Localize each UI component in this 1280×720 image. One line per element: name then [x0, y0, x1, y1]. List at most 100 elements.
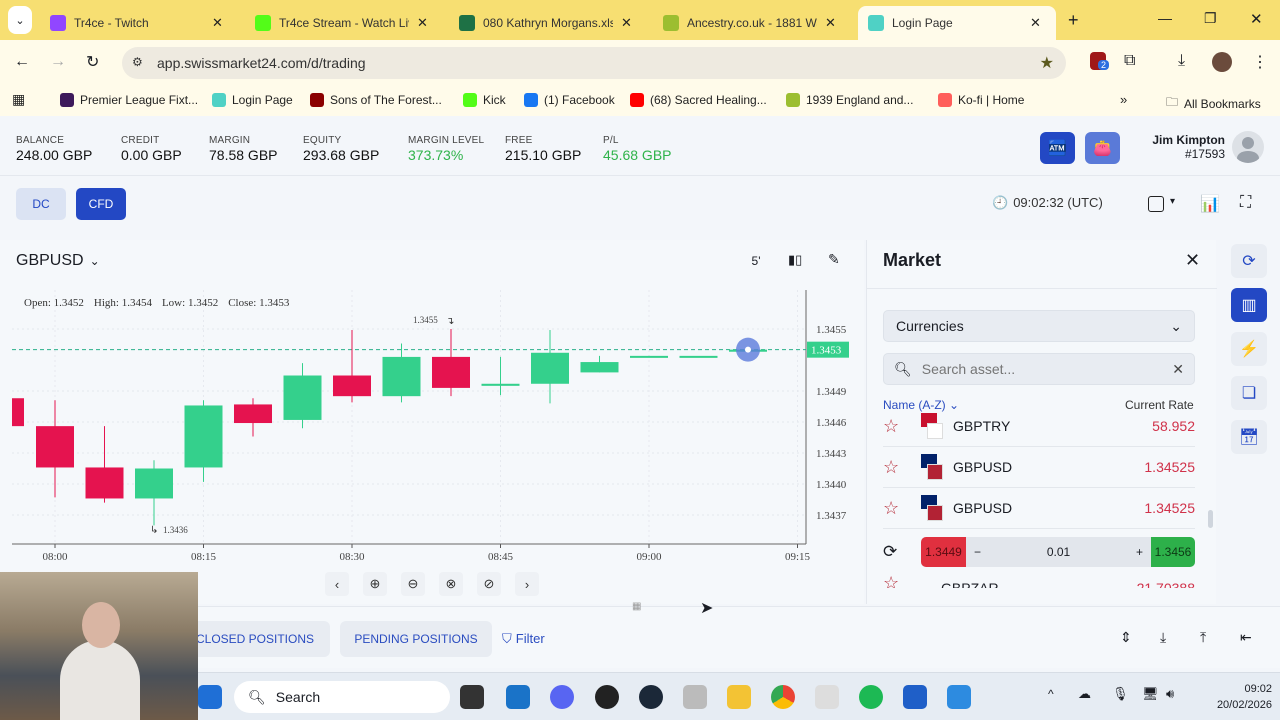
deposit-atm-button[interactable]: 🏧: [1040, 132, 1075, 164]
app-icon[interactable]: [683, 685, 707, 709]
zoom-in-button[interactable]: ⊕: [363, 572, 387, 596]
market-row[interactable]: ☆ GBPUSD 1.34525: [883, 447, 1195, 488]
bookmark-item[interactable]: (68) Sacred Healing...: [630, 93, 767, 107]
all-bookmarks-folder[interactable]: 🗀 All Bookmarks: [1166, 93, 1261, 114]
menu-icon[interactable]: ⋮: [1252, 54, 1268, 71]
maximize-panel-icon[interactable]: ⤒: [1200, 629, 1207, 645]
collapse-icon[interactable]: ⇕: [1120, 629, 1132, 645]
bookmark-item[interactable]: Kick: [463, 93, 506, 107]
market-row[interactable]: ☆ GBPUSD 1.34525: [883, 488, 1195, 529]
restore-button[interactable]: ❐: [1204, 10, 1217, 26]
dc-mode-button[interactable]: DC: [16, 188, 66, 220]
chat-icon[interactable]: ❏: [1231, 376, 1267, 410]
browser-tab[interactable]: Ancestry.co.uk - 1881 Wales✕: [653, 6, 846, 40]
steam-icon[interactable]: [639, 685, 663, 709]
close-tab-icon[interactable]: ✕: [1030, 15, 1041, 30]
dock-left-icon[interactable]: ⇤: [1240, 629, 1252, 645]
bookmark-item[interactable]: Sons of The Forest...: [310, 93, 442, 107]
favorite-star-icon[interactable]: ☆: [883, 456, 900, 477]
add-chart-icon[interactable]: 📊: [1200, 196, 1220, 213]
resize-handle[interactable]: ▦: [632, 601, 642, 612]
swap-tool-icon[interactable]: ⟳: [1231, 244, 1267, 278]
extensions-puzzle-icon[interactable]: ⧉: [1124, 52, 1136, 69]
bookmark-item[interactable]: Login Page: [212, 93, 293, 107]
task-view-icon[interactable]: [460, 685, 484, 709]
download-icon[interactable]: ⤓: [1178, 52, 1186, 69]
start-button[interactable]: [198, 685, 222, 709]
chevron-down-icon[interactable]: ▾: [1170, 196, 1176, 207]
forward-icon[interactable]: →: [50, 53, 66, 70]
snipping-tool-icon[interactable]: [815, 685, 839, 709]
wallet-button[interactable]: 👛: [1085, 132, 1120, 164]
new-tab-button[interactable]: +: [1068, 10, 1079, 30]
chart-scroll-right-button[interactable]: ›: [515, 572, 539, 596]
fullscreen-icon[interactable]: ⛶: [1240, 194, 1252, 211]
photos-icon[interactable]: [947, 685, 971, 709]
bookmark-item[interactable]: Ko-fi | Home: [938, 93, 1024, 107]
browser-tab-active[interactable]: Login Page ✕: [858, 6, 1056, 40]
filter-button[interactable]: ⛉ Filter: [502, 631, 545, 646]
browser-tab[interactable]: 080 Kathryn Morgans.xlsx ✕: [449, 6, 642, 40]
user-avatar[interactable]: [1232, 131, 1264, 163]
site-info-icon[interactable]: ⚙: [132, 55, 143, 69]
sell-button[interactable]: 1.3449: [921, 537, 966, 567]
bookmark-item[interactable]: (1) Facebook: [524, 93, 615, 107]
favorite-star-icon[interactable]: ☆: [883, 497, 900, 518]
increase-qty-button[interactable]: +: [1135, 545, 1143, 559]
apps-grid-icon[interactable]: ▦: [12, 91, 26, 107]
market-chart-icon[interactable]: ▥: [1231, 288, 1267, 322]
timeframe-button[interactable]: 5': [751, 254, 761, 268]
calendar-icon[interactable]: 📅︎: [1231, 420, 1267, 454]
browser-tab[interactable]: Tr4ce - Twitch ✕: [40, 6, 233, 40]
buy-button[interactable]: 1.3456: [1151, 537, 1195, 567]
spotify-icon[interactable]: [859, 685, 883, 709]
close-tab-icon[interactable]: ✕: [417, 15, 428, 30]
user-info[interactable]: Jim Kimpton #17593: [1152, 133, 1225, 161]
url-bar[interactable]: ⚙ app.swissmarket24.com/d/trading ★: [122, 47, 1066, 79]
sort-name-button[interactable]: Name (A-Z) ⌄: [883, 398, 960, 412]
quantity-value[interactable]: 0.01: [1046, 545, 1071, 559]
market-row[interactable]: ☆ GBPTRY 58.952: [883, 406, 1195, 447]
profile-avatar[interactable]: [1212, 52, 1232, 72]
clear-search-icon[interactable]: ✕: [1172, 360, 1184, 377]
reload-icon[interactable]: ↻: [86, 54, 100, 71]
close-tab-icon[interactable]: ✕: [825, 15, 836, 30]
drawing-tool-icon[interactable]: ✎: [828, 251, 840, 267]
bookmark-item[interactable]: Premier League Fixt...: [60, 93, 198, 107]
extension-icon[interactable]: 2: [1090, 52, 1110, 70]
obs-icon[interactable]: [595, 685, 619, 709]
bookmark-item[interactable]: 1939 England and...: [786, 93, 913, 107]
zoom-fit-button[interactable]: ⊘: [477, 572, 501, 596]
bookmark-star-icon[interactable]: ★: [1039, 55, 1054, 72]
tab-search-chevron-icon[interactable]: ⌄: [8, 6, 32, 34]
search-asset-field[interactable]: 🔍︎ ✕: [883, 353, 1195, 385]
category-dropdown[interactable]: Currencies ⌄: [883, 310, 1195, 342]
chrome-icon[interactable]: [771, 685, 795, 709]
search-asset-input[interactable]: [921, 361, 1162, 377]
taskbar-clock[interactable]: 09:02 20/02/2026: [1216, 683, 1272, 711]
close-tab-icon[interactable]: ✕: [212, 15, 223, 30]
market-scrollbar[interactable]: [1208, 510, 1213, 528]
volume-icon[interactable]: 🔊︎: [1166, 686, 1175, 701]
cloud-icon[interactable]: ☁: [1078, 686, 1091, 701]
swap-icon[interactable]: ⟳: [883, 542, 898, 561]
file-explorer-icon[interactable]: [727, 685, 751, 709]
back-icon[interactable]: ←: [14, 53, 30, 70]
zoom-reset-button[interactable]: ⊗: [439, 572, 463, 596]
market-row-partial[interactable]: ☆ GBPZAR 21.70388: [883, 576, 1195, 588]
tray-chevron-icon[interactable]: ^: [1048, 687, 1054, 701]
minimize-button[interactable]: —: [1158, 10, 1172, 26]
closed-positions-tab[interactable]: CLOSED POSITIONS: [180, 621, 330, 657]
close-tab-icon[interactable]: ✕: [621, 15, 632, 30]
favorite-star-icon[interactable]: ☆: [883, 415, 900, 436]
candlestick-chart[interactable]: 1.3455 1.3449 1.3446 1.3443 1.3440 1.3437 08:0…: [0, 290, 864, 570]
outlook-icon[interactable]: [506, 685, 530, 709]
favorite-star-icon[interactable]: ☆: [883, 576, 900, 588]
minimize-panel-icon[interactable]: ⤓: [1160, 629, 1167, 645]
chart-scroll-left-button[interactable]: ‹: [325, 572, 349, 596]
zoom-out-button[interactable]: ⊖: [401, 572, 425, 596]
candlestick-type-icon[interactable]: ▮▯: [788, 252, 803, 267]
more-bookmarks-icon[interactable]: »: [1120, 92, 1128, 107]
decrease-qty-button[interactable]: −: [974, 545, 982, 559]
taskbar-search[interactable]: 🔍︎ Search: [234, 681, 450, 713]
